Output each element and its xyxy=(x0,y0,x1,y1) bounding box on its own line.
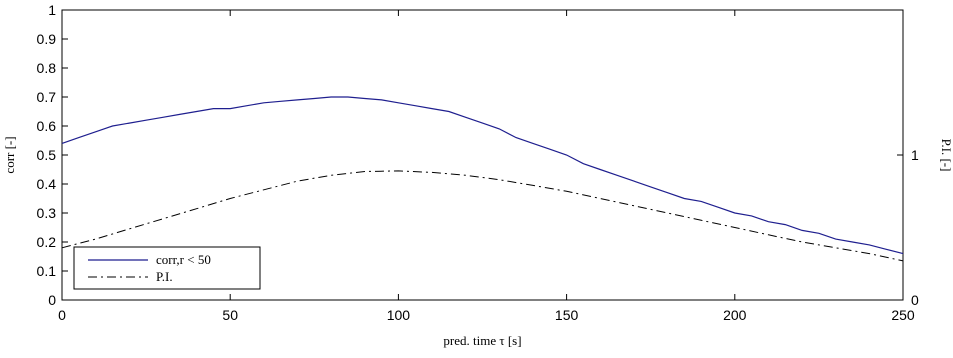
series-layer xyxy=(61,96,904,262)
y2-tick-label: 1 xyxy=(911,147,919,163)
series-line-1 xyxy=(61,96,904,255)
y-tick-label: 0.7 xyxy=(37,89,57,105)
legend-label-2: P.I. xyxy=(156,269,173,284)
y-tick-label: 0.4 xyxy=(37,176,57,192)
x-tick-label: 150 xyxy=(555,307,579,323)
y-tick-label: 0.9 xyxy=(37,31,57,47)
y-tick-label: 0.6 xyxy=(37,118,57,134)
y-tick-label: 0.8 xyxy=(37,60,57,76)
ticks-layer: 0 50 100 150 200 25000.10.20.30.40.50.60.70.8… xyxy=(37,2,919,323)
y-tick-label: 1 xyxy=(48,2,56,18)
y-tick-label: 0.1 xyxy=(37,263,57,279)
x-tick-label: 250 xyxy=(891,307,915,323)
x-tick-label: 200 xyxy=(723,307,747,323)
x-tick-label: 100 xyxy=(387,307,411,323)
y2-tick-label: 0 xyxy=(911,292,919,308)
x-axis-label: pred. time τ [s] xyxy=(443,333,521,348)
x-tick-label: 50 xyxy=(222,307,238,323)
legend-label-1: corr,r < 50 xyxy=(156,252,211,267)
x-tick-label: 0 xyxy=(58,307,66,323)
y-tick-label: 0.3 xyxy=(37,205,57,221)
y2-axis-label: P.I. [-] xyxy=(939,139,953,172)
y-tick-label: 0 xyxy=(48,292,56,308)
y-tick-label: 0.2 xyxy=(37,234,57,250)
legend: corr,r < 50 P.I. xyxy=(73,246,261,290)
series-line-2 xyxy=(61,170,904,262)
y-tick-label: 0.5 xyxy=(37,147,57,163)
y-axis-label: corr [-] xyxy=(2,136,17,173)
legend-box xyxy=(73,246,261,290)
